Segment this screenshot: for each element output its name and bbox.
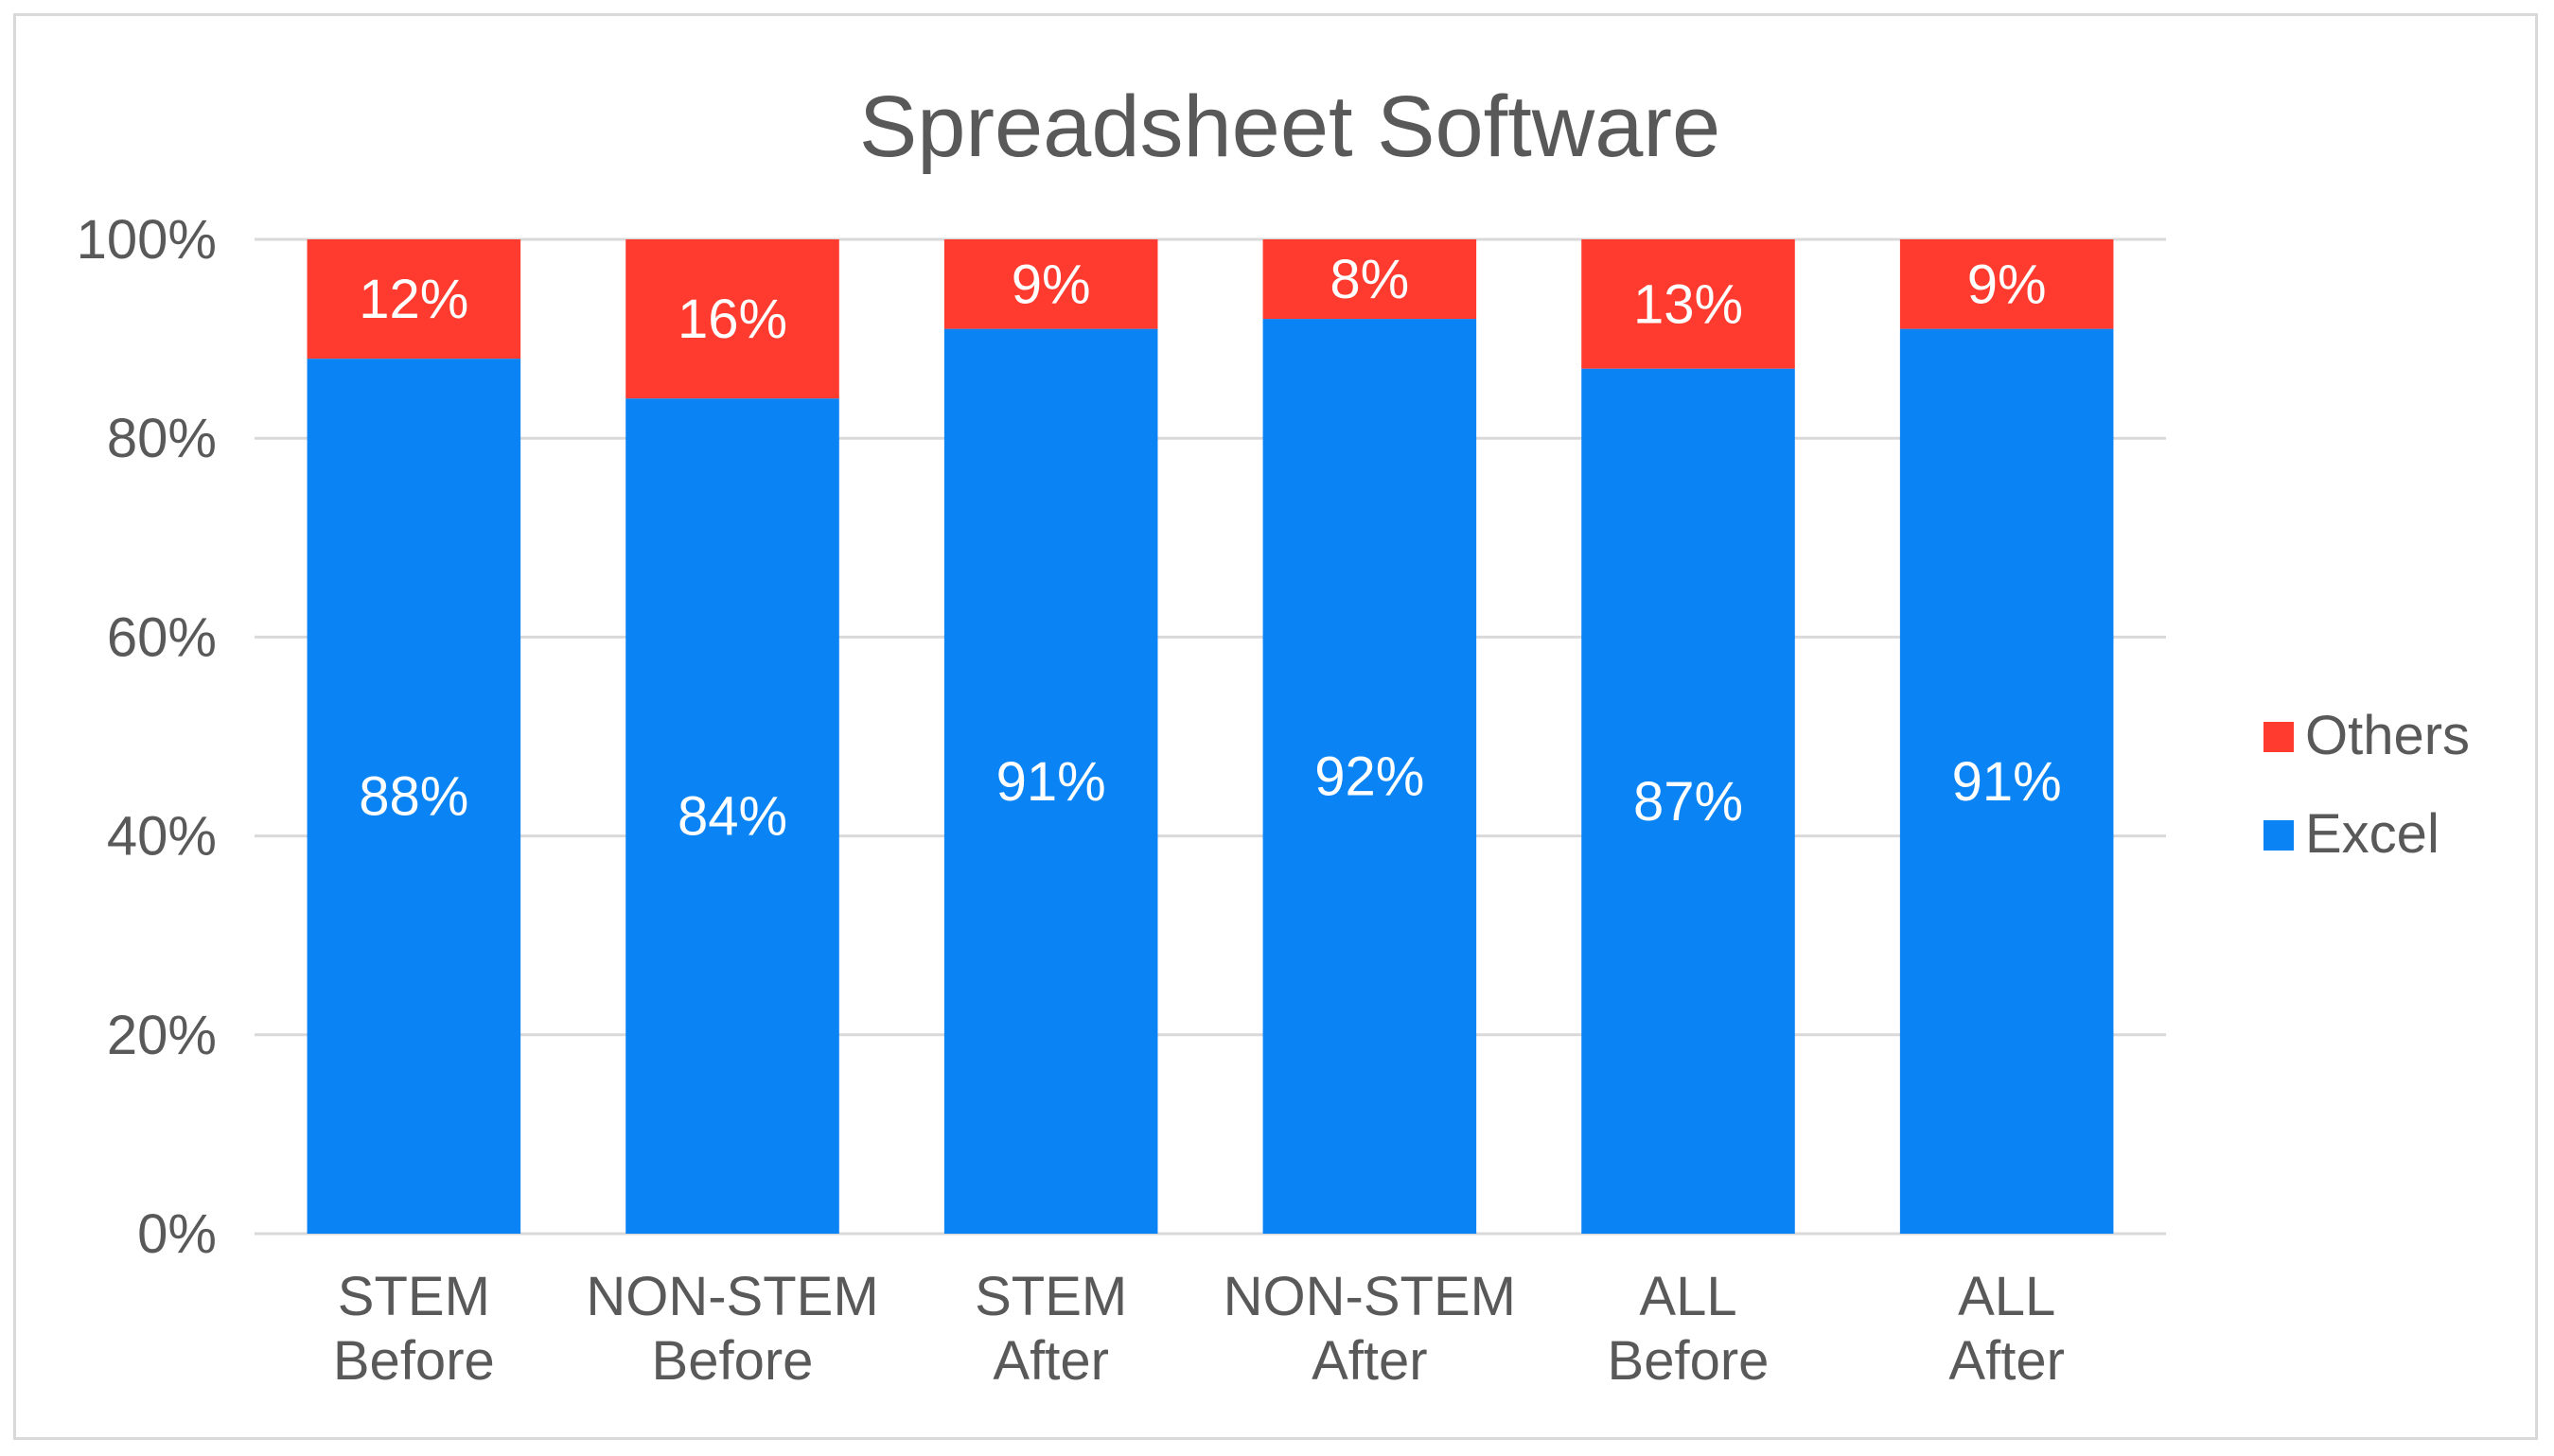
bar-others-5 [1899,239,2114,329]
x-category-label: ALL [1958,1266,2055,1327]
bar-others-2 [943,239,1158,329]
x-category-label: Before [333,1330,495,1392]
y-tick-label: 20% [107,1005,217,1066]
data-label-excel-5: 91% [1952,751,2062,813]
y-tick-label: 60% [107,606,217,668]
y-tick-label: 0% [137,1203,217,1265]
x-category-label: After [1948,1330,2065,1392]
data-labels: 88% 12% 84% 16% 91% 9% 92% 8% 87% 13% 91% 9% [359,249,2061,848]
data-label-others-5: 9% [1967,254,2047,315]
x-category-label: After [1312,1330,1428,1392]
chart-title: Spreadsheet Software [859,79,1720,175]
x-category-label: NON-STEM [586,1266,878,1327]
bar-excel-3 [1262,319,1477,1235]
bar-others-4 [1581,239,1795,369]
bar-excel-5 [1899,328,2114,1235]
data-label-others-0: 12% [359,269,468,330]
legend-swatch-excel [2263,820,2294,851]
data-label-excel-2: 91% [996,751,1106,813]
x-category-label: After [993,1330,1109,1392]
data-label-others-2: 9% [1012,254,1091,315]
data-label-others-1: 16% [678,289,787,350]
x-category-label: STEM [338,1266,490,1327]
bar-excel-0 [307,359,521,1234]
y-axis-ticks: 0% 20% 40% 60% 80% 100% [77,209,217,1265]
chart-frame: Spreadsheet Software 0% 20% 40% 60% 80% 100% … [13,13,2538,1440]
legend-label-excel: Excel [2305,803,2440,865]
data-label-excel-1: 84% [678,786,787,848]
bar-excel-2 [943,328,1158,1235]
data-label-excel-4: 87% [1633,771,1743,833]
y-tick-label: 100% [77,209,217,271]
x-category-label: STEM [975,1266,1127,1327]
data-label-others-4: 13% [1633,273,1743,335]
bar-excel-1 [625,398,839,1234]
y-tick-label: 40% [107,806,217,868]
x-axis-categories: STEMBeforeNON-STEMBeforeSTEMAfterNON-STE… [333,1266,2065,1392]
legend-swatch-others [2263,722,2294,752]
data-label-excel-3: 92% [1314,746,1424,808]
legend: Others Excel [2263,705,2470,865]
data-label-excel-0: 88% [359,766,468,828]
bar-others-0 [307,239,521,360]
x-category-label: Before [1608,1330,1770,1392]
bar-excel-4 [1581,368,1795,1234]
x-category-label: Before [652,1330,814,1392]
gridlines [255,237,2166,1236]
x-category-label: ALL [1639,1266,1736,1327]
data-label-others-3: 8% [1330,249,1409,310]
bars [307,239,2114,1235]
legend-label-others: Others [2305,705,2470,766]
y-tick-label: 80% [107,408,217,469]
bar-others-1 [625,239,839,399]
stacked-bar-chart: Spreadsheet Software 0%20%40%60%80%100% … [77,79,2470,1392]
x-category-label: NON-STEM [1224,1266,1516,1327]
bar-others-3 [1262,239,1477,320]
